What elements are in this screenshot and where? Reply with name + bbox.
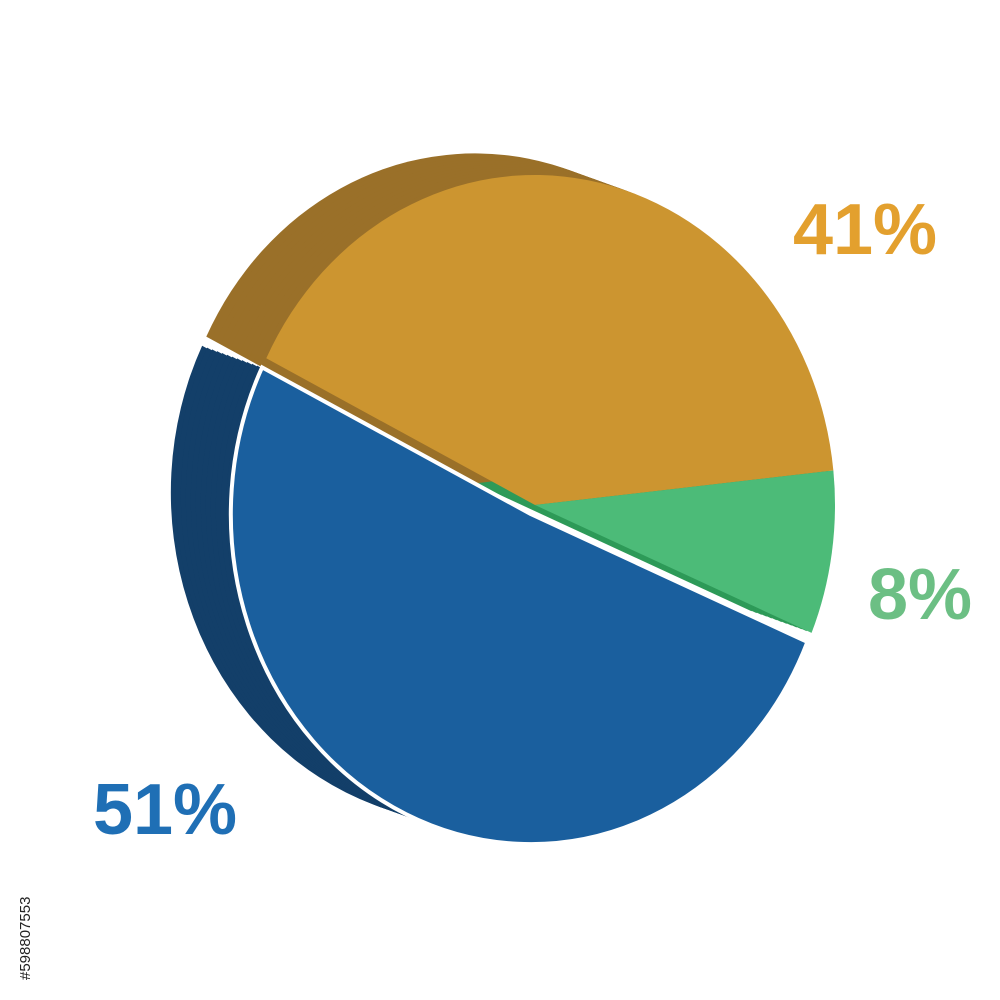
stock-id: #598807553 bbox=[17, 897, 34, 980]
value-label: 41% bbox=[793, 190, 937, 270]
slice bbox=[535, 470, 836, 633]
value-label: 51% bbox=[93, 770, 237, 850]
value-label: 8% bbox=[868, 555, 972, 635]
slice bbox=[266, 174, 834, 505]
slice bbox=[228, 364, 810, 847]
